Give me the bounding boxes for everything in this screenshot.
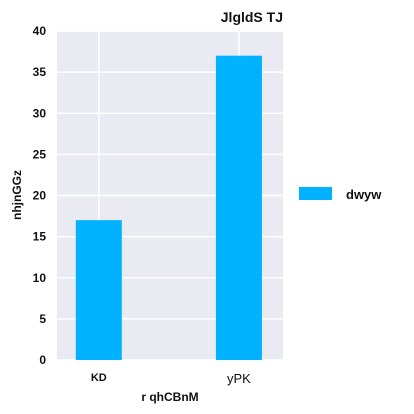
y-tick-label: 40 bbox=[33, 24, 47, 38]
y-axis-label: nhjnGGz bbox=[10, 170, 24, 220]
x-tick-labels: KD yPK bbox=[91, 371, 251, 386]
x-axis-label: r qhCBnM bbox=[141, 390, 198, 404]
chart-title: JlgldS TJ bbox=[221, 9, 283, 25]
legend-label: dwyw bbox=[346, 187, 382, 202]
y-tick-label: 5 bbox=[39, 312, 46, 326]
y-tick-label: 20 bbox=[33, 189, 47, 203]
x-tick-label: yPK bbox=[227, 371, 251, 386]
y-tick-label: 0 bbox=[39, 353, 46, 367]
y-tick-label: 10 bbox=[33, 271, 47, 285]
legend-swatch bbox=[299, 187, 332, 200]
bars bbox=[75, 55, 262, 361]
y-tick-label: 35 bbox=[33, 65, 47, 79]
y-tick-label: 15 bbox=[33, 230, 47, 244]
y-tick-labels: 0 5 10 15 20 25 30 35 40 bbox=[33, 24, 47, 367]
bar-kd bbox=[75, 220, 122, 360]
y-tick-label: 25 bbox=[33, 147, 47, 161]
y-tick-label: 30 bbox=[33, 106, 47, 120]
bar-ypk bbox=[215, 55, 262, 361]
x-tick-label: KD bbox=[91, 372, 107, 384]
legend: dwyw bbox=[299, 187, 382, 202]
